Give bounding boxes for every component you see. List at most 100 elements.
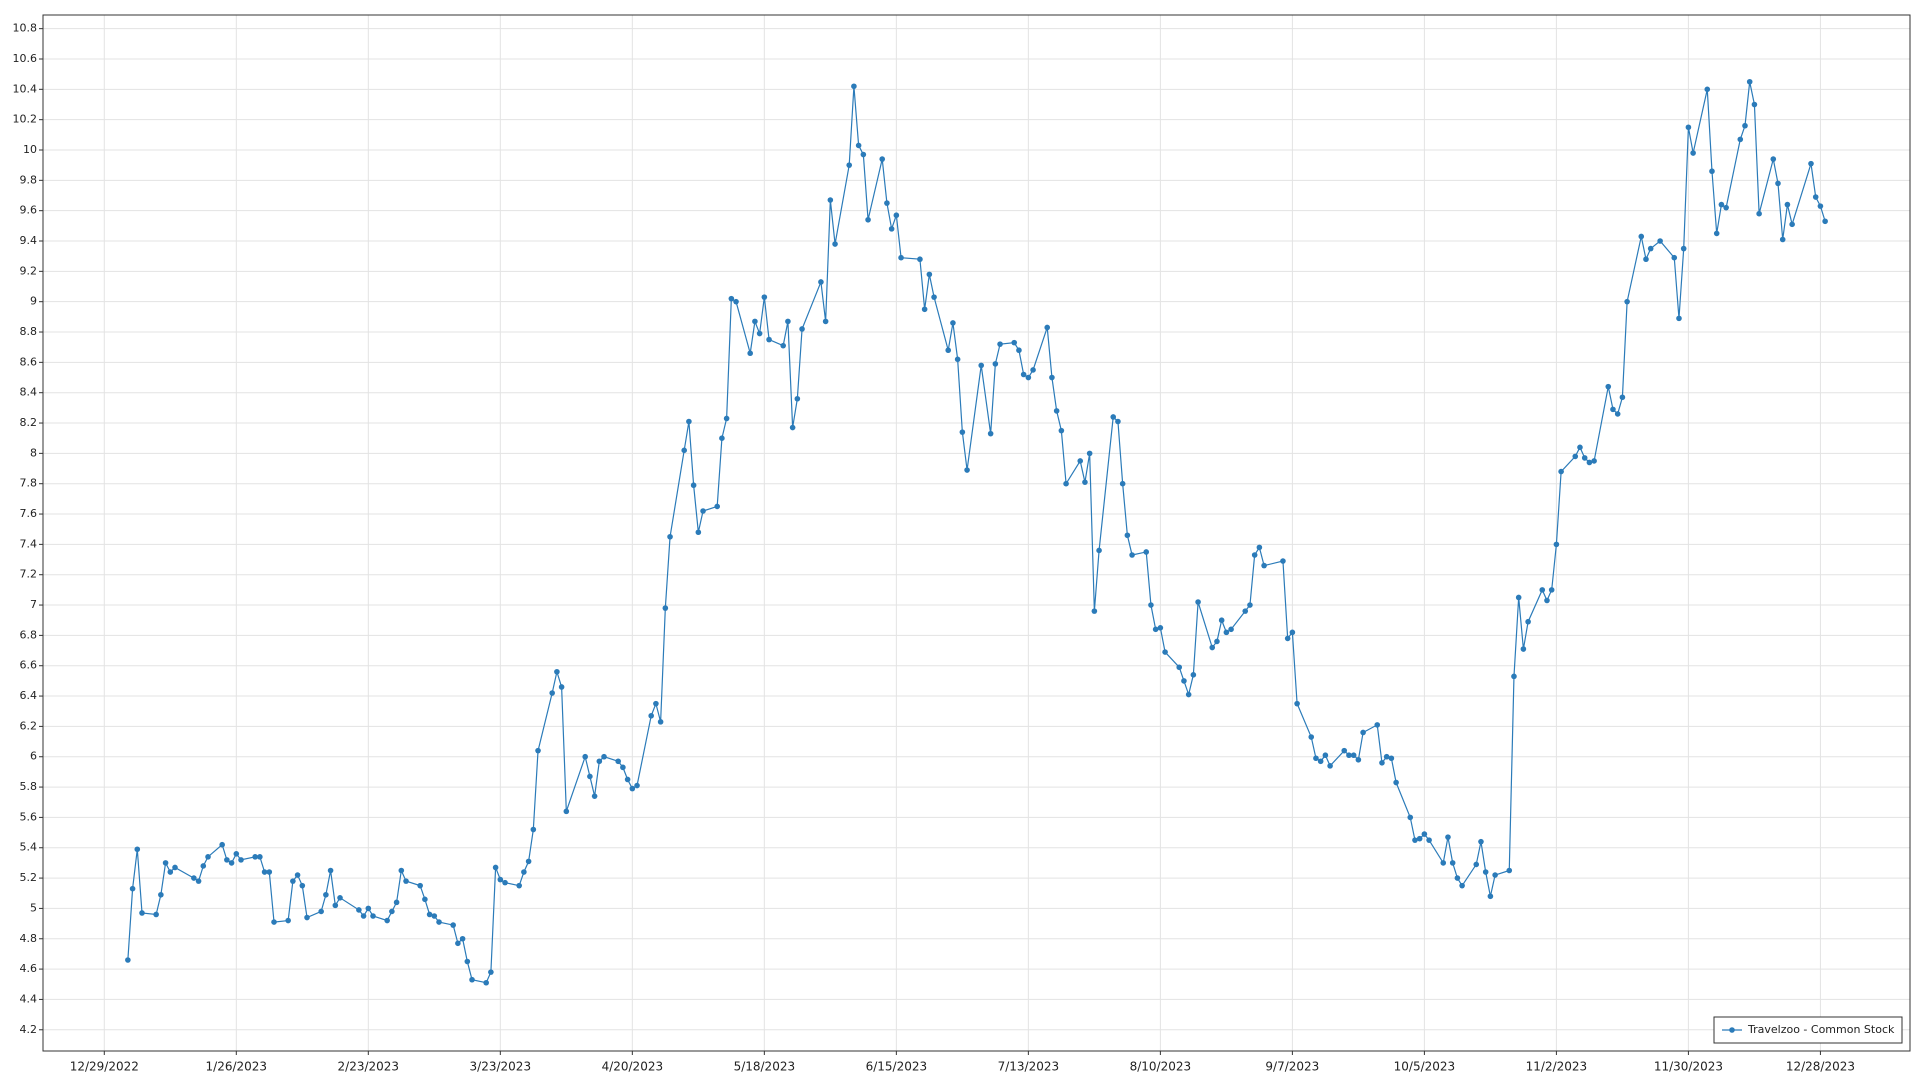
y-tick-label: 4.6 — [20, 962, 38, 975]
legend-label: Travelzoo - Common Stock — [1747, 1023, 1895, 1036]
data-point — [657, 719, 664, 725]
data-point — [992, 361, 999, 367]
data-point — [195, 878, 202, 884]
data-point — [1808, 160, 1814, 167]
data-point — [1223, 629, 1230, 636]
data-point — [1770, 156, 1777, 162]
data-point — [219, 841, 225, 848]
data-point — [1388, 755, 1395, 762]
data-point — [756, 330, 763, 337]
data-point — [1341, 747, 1348, 754]
data-point — [978, 362, 985, 369]
data-point — [1383, 753, 1390, 760]
data-point — [761, 294, 768, 300]
data-point — [266, 869, 273, 875]
y-tick-label: 5.8 — [20, 780, 38, 793]
data-point — [1327, 763, 1333, 769]
data-point — [667, 533, 673, 540]
data-point — [1723, 204, 1729, 211]
data-point — [1280, 558, 1286, 564]
y-tick-label: 9.2 — [20, 264, 38, 277]
data-point — [1374, 722, 1381, 728]
data-point — [1718, 201, 1725, 208]
data-point — [888, 226, 895, 232]
data-point — [931, 294, 937, 300]
data-point — [1218, 617, 1225, 624]
data-point — [191, 875, 197, 881]
data-point — [1412, 837, 1418, 843]
y-tick-label: 4.2 — [20, 1023, 38, 1036]
data-point — [1063, 480, 1069, 487]
data-point — [964, 467, 970, 473]
data-point — [389, 908, 395, 915]
data-point — [285, 917, 291, 924]
data-point — [1680, 245, 1687, 252]
data-point — [1614, 411, 1621, 417]
data-point — [728, 295, 735, 302]
data-point — [747, 350, 753, 357]
data-point — [530, 826, 537, 833]
data-point — [1346, 752, 1352, 759]
data-point — [1709, 168, 1715, 175]
x-tick-label: 11/2/2023 — [1526, 1060, 1588, 1074]
data-point — [789, 424, 796, 431]
data-point — [1779, 236, 1786, 243]
legend: Travelzoo - Common Stock — [1713, 1016, 1903, 1044]
data-point — [945, 347, 952, 354]
data-point — [1124, 532, 1131, 539]
y-tick-label: 9.8 — [20, 173, 38, 186]
data-point — [648, 712, 654, 719]
data-point — [582, 753, 588, 760]
data-point — [1030, 367, 1036, 373]
data-point — [370, 913, 376, 919]
data-point — [662, 605, 669, 611]
x-tick-label: 12/28/2023 — [1786, 1060, 1855, 1074]
data-point — [1619, 394, 1626, 401]
data-point — [1251, 552, 1258, 558]
data-point — [1426, 837, 1432, 843]
x-tick-label: 1/26/2023 — [206, 1060, 268, 1074]
data-point — [290, 878, 296, 884]
data-point — [1289, 629, 1296, 636]
y-tick-label: 4.4 — [20, 992, 38, 1005]
data-point — [1511, 673, 1517, 680]
data-point — [1091, 608, 1098, 614]
data-point — [1152, 626, 1159, 633]
data-point — [158, 891, 164, 898]
data-point — [1407, 814, 1414, 821]
y-tick-label: 10 — [23, 143, 37, 156]
series-line — [127, 81, 1826, 984]
data-point — [431, 913, 438, 919]
data-point — [879, 156, 886, 162]
y-tick-label: 10.6 — [13, 52, 38, 65]
data-point — [1671, 254, 1678, 261]
data-point — [1308, 734, 1315, 740]
data-point — [832, 241, 838, 247]
data-point — [384, 917, 390, 924]
data-point — [1751, 101, 1758, 108]
x-tick-label: 11/30/2023 — [1654, 1060, 1723, 1074]
legend-swatch-dot — [1729, 1027, 1735, 1033]
data-point — [1148, 602, 1154, 608]
data-point — [785, 318, 791, 325]
plot-background — [43, 15, 1910, 1051]
data-point — [634, 782, 640, 789]
data-point — [398, 867, 405, 874]
data-point — [1610, 406, 1616, 413]
data-point — [299, 882, 306, 889]
data-point — [884, 200, 890, 206]
x-tick-label: 3/23/2023 — [470, 1060, 532, 1074]
data-point — [681, 447, 687, 454]
data-point — [337, 894, 343, 901]
data-point — [1459, 882, 1465, 889]
data-point — [1214, 638, 1220, 645]
data-point — [1284, 635, 1291, 642]
data-point — [1256, 544, 1263, 551]
legend-box — [1713, 1016, 1903, 1044]
y-tick-label: 9.6 — [20, 204, 38, 217]
data-point — [794, 395, 801, 402]
data-point — [1539, 587, 1546, 593]
data-point — [1195, 599, 1201, 605]
data-point — [1044, 324, 1051, 331]
data-point — [459, 935, 466, 942]
